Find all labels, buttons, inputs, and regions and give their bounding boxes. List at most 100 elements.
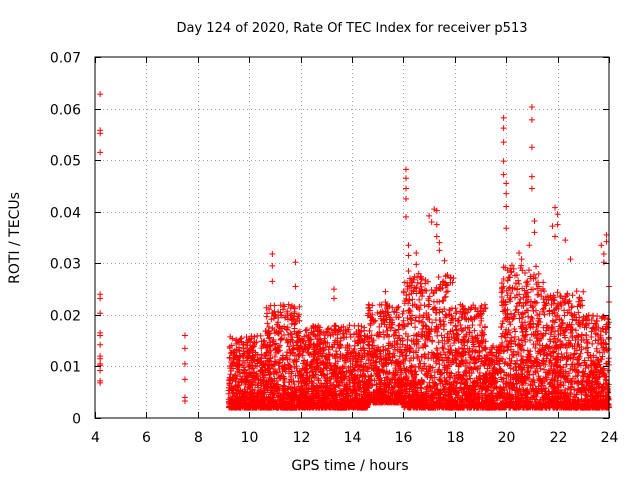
data-point (248, 335, 255, 342)
data-point (275, 385, 282, 392)
data-point (275, 404, 282, 411)
data-point (243, 334, 250, 341)
data-point (288, 331, 295, 338)
data-point (261, 385, 268, 392)
data-point (296, 303, 303, 310)
data-point (281, 395, 288, 402)
data-point (271, 391, 278, 398)
data-point (271, 361, 278, 368)
data-point (251, 394, 258, 401)
data-point (266, 306, 273, 313)
data-point (251, 341, 258, 348)
data-point (237, 336, 244, 343)
data-point (285, 391, 292, 398)
data-point (237, 404, 244, 411)
data-point (243, 373, 250, 380)
data-point (277, 336, 284, 343)
data-point (258, 345, 265, 352)
data-point (245, 347, 252, 354)
data-point (271, 380, 278, 387)
data-point (264, 384, 271, 391)
data-point (249, 398, 256, 405)
data-point (267, 384, 274, 391)
data-point (238, 379, 245, 386)
data-point (241, 369, 248, 376)
data-point (280, 382, 287, 389)
data-point (234, 394, 241, 401)
data-point (271, 353, 278, 360)
data-point (270, 309, 277, 316)
data-point (248, 404, 255, 411)
data-point (289, 349, 296, 356)
data-point (230, 374, 237, 381)
data-point (241, 376, 248, 383)
data-point (229, 385, 236, 392)
data-point (242, 388, 249, 395)
data-point (272, 400, 279, 407)
data-point (227, 365, 234, 372)
data-point (284, 326, 291, 333)
data-point (246, 346, 253, 353)
data-point (290, 316, 297, 323)
data-point (240, 392, 247, 399)
data-point (269, 325, 276, 332)
data-point (265, 357, 272, 364)
data-point (287, 373, 294, 380)
data-point (271, 341, 278, 348)
data-point (295, 351, 302, 358)
data-point (234, 338, 241, 345)
data-point (265, 323, 272, 330)
data-point (239, 352, 246, 359)
data-point (261, 352, 268, 359)
data-point (234, 362, 241, 369)
data-point (288, 311, 295, 318)
data-point (228, 359, 235, 366)
data-point (246, 363, 253, 370)
data-point (293, 339, 300, 346)
data-point (274, 344, 281, 351)
data-point (287, 330, 294, 337)
data-point (284, 356, 291, 363)
data-point (248, 357, 255, 364)
data-point (264, 341, 271, 348)
data-point (272, 368, 279, 375)
data-point (237, 373, 244, 380)
data-point (286, 370, 293, 377)
data-point (252, 362, 259, 369)
data-point (286, 395, 293, 402)
data-point (290, 345, 297, 352)
data-point (281, 303, 288, 310)
data-point (237, 387, 244, 394)
data-point (277, 375, 284, 382)
data-point (265, 330, 272, 337)
data-point (240, 357, 247, 364)
data-point (289, 403, 296, 410)
data-point (266, 348, 273, 355)
data-point (246, 338, 253, 345)
data-point (232, 378, 239, 385)
data-point (246, 384, 253, 391)
data-point (257, 388, 264, 395)
data-point (245, 383, 252, 390)
data-point (266, 403, 273, 410)
data-point (275, 330, 282, 337)
data-point (283, 336, 290, 343)
data-point (268, 316, 275, 323)
data-points (97, 91, 612, 411)
data-point (233, 375, 240, 382)
data-point (288, 320, 295, 327)
data-point (231, 352, 238, 359)
data-point (267, 342, 274, 349)
data-point (287, 305, 294, 312)
data-point (261, 337, 268, 344)
data-point (264, 396, 271, 403)
data-point (229, 335, 236, 342)
data-point (247, 391, 254, 398)
data-point (273, 359, 280, 366)
data-point (288, 378, 295, 385)
data-point (291, 321, 298, 328)
data-point (291, 328, 298, 335)
data-point (269, 338, 276, 345)
data-point (251, 369, 258, 376)
